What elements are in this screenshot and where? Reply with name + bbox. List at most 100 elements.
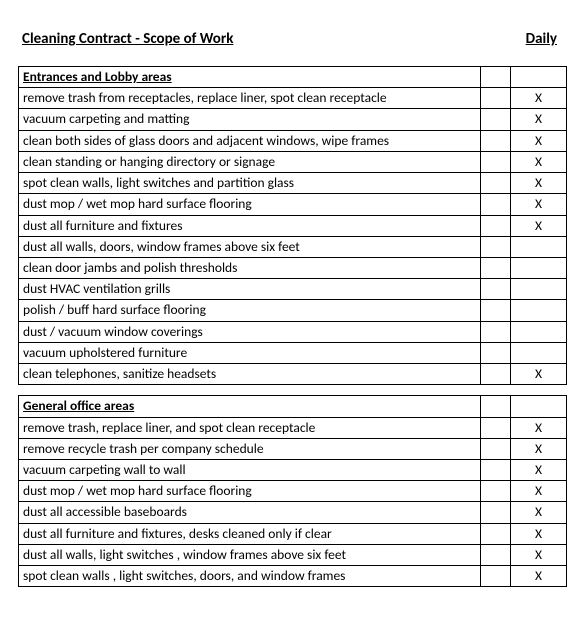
table-row: dust mop / wet mop hard surface flooring… bbox=[19, 481, 567, 502]
task-cell: dust / vacuum window coverings bbox=[19, 321, 481, 342]
spacer-cell bbox=[481, 459, 511, 480]
task-cell: dust mop / wet mop hard surface flooring bbox=[19, 481, 481, 502]
daily-mark-cell: X bbox=[511, 417, 567, 438]
spacer-cell bbox=[481, 364, 511, 385]
tables-container: Entrances and Lobby areasremove trash fr… bbox=[18, 66, 567, 587]
spacer-cell bbox=[481, 257, 511, 278]
daily-mark-cell: X bbox=[511, 151, 567, 172]
task-cell: spot clean walls, light switches and par… bbox=[19, 173, 481, 194]
daily-mark-cell: X bbox=[511, 438, 567, 459]
spacer-cell bbox=[481, 438, 511, 459]
table-row: clean both sides of glass doors and adja… bbox=[19, 130, 567, 151]
daily-mark-cell bbox=[511, 236, 567, 257]
table-row: remove trash from receptacles, replace l… bbox=[19, 88, 567, 109]
spacer-cell bbox=[481, 523, 511, 544]
spacer-cell bbox=[481, 194, 511, 215]
table-row: clean telephones, sanitize headsets X bbox=[19, 364, 567, 385]
task-cell: spot clean walls , light switches, doors… bbox=[19, 566, 481, 587]
task-cell: clean telephones, sanitize headsets bbox=[19, 364, 481, 385]
daily-mark-cell: X bbox=[511, 88, 567, 109]
daily-mark-cell: X bbox=[511, 566, 567, 587]
table-row: dust mop / wet mop hard surface flooring… bbox=[19, 194, 567, 215]
table-row: vacuum carpeting and matting X bbox=[19, 109, 567, 130]
spacer-cell bbox=[481, 88, 511, 109]
daily-mark-cell: X bbox=[511, 364, 567, 385]
task-cell: dust all walls, doors, window frames abo… bbox=[19, 236, 481, 257]
daily-mark-cell bbox=[511, 342, 567, 363]
spacer-cell bbox=[481, 321, 511, 342]
mark-cell bbox=[511, 67, 567, 88]
table-row: remove trash, replace liner, and spot cl… bbox=[19, 417, 567, 438]
spacer-cell bbox=[481, 109, 511, 130]
table-row: dust all walls, doors, window frames abo… bbox=[19, 236, 567, 257]
spacer-cell bbox=[481, 173, 511, 194]
spacer-cell bbox=[481, 151, 511, 172]
mark-cell bbox=[511, 396, 567, 417]
task-cell: dust all furniture and fixtures, desks c… bbox=[19, 523, 481, 544]
daily-mark-cell: X bbox=[511, 109, 567, 130]
spacer-cell bbox=[481, 279, 511, 300]
spacer-cell bbox=[481, 67, 511, 88]
spacer-cell bbox=[481, 396, 511, 417]
table-row: vacuum carpeting wall to wall X bbox=[19, 459, 567, 480]
table-row: dust / vacuum window coverings bbox=[19, 321, 567, 342]
section-name: Entrances and Lobby areas bbox=[19, 67, 481, 88]
spacer-cell bbox=[481, 544, 511, 565]
spacer-cell bbox=[481, 502, 511, 523]
spacer-cell bbox=[481, 342, 511, 363]
task-cell: dust mop / wet mop hard surface flooring bbox=[19, 194, 481, 215]
table-row: spot clean walls, light switches and par… bbox=[19, 173, 567, 194]
table-row: clean standing or hanging directory or s… bbox=[19, 151, 567, 172]
daily-mark-cell: X bbox=[511, 215, 567, 236]
daily-mark-cell: X bbox=[511, 459, 567, 480]
page-title: Cleaning Contract - Scope of Work bbox=[22, 30, 233, 48]
header-row: Cleaning Contract - Scope of Work Daily bbox=[18, 30, 567, 48]
spacer-cell bbox=[481, 566, 511, 587]
section-header-row: Entrances and Lobby areas bbox=[19, 67, 567, 88]
table-row: dust HVAC ventilation grills bbox=[19, 279, 567, 300]
task-cell: vacuum carpeting and matting bbox=[19, 109, 481, 130]
spacer-cell bbox=[481, 481, 511, 502]
spacer-cell bbox=[481, 417, 511, 438]
task-cell: dust all accessible baseboards bbox=[19, 502, 481, 523]
task-cell: dust HVAC ventilation grills bbox=[19, 279, 481, 300]
table-row: spot clean walls , light switches, doors… bbox=[19, 566, 567, 587]
spacer-cell bbox=[481, 130, 511, 151]
table-row: dust all furniture and fixtures, desks c… bbox=[19, 523, 567, 544]
daily-mark-cell: X bbox=[511, 194, 567, 215]
daily-mark-cell bbox=[511, 257, 567, 278]
table-row: dust all walls, light switches , window … bbox=[19, 544, 567, 565]
scope-table: General office areasremove trash, replac… bbox=[18, 395, 567, 587]
section-header-row: General office areas bbox=[19, 396, 567, 417]
spacer-cell bbox=[481, 300, 511, 321]
daily-mark-cell bbox=[511, 279, 567, 300]
section-name: General office areas bbox=[19, 396, 481, 417]
daily-mark-cell bbox=[511, 300, 567, 321]
task-cell: dust all walls, light switches , window … bbox=[19, 544, 481, 565]
spacer-cell bbox=[481, 236, 511, 257]
table-row: dust all furniture and fixtures X bbox=[19, 215, 567, 236]
daily-mark-cell: X bbox=[511, 173, 567, 194]
daily-mark-cell: X bbox=[511, 544, 567, 565]
task-cell: remove recycle trash per company schedul… bbox=[19, 438, 481, 459]
task-cell: vacuum carpeting wall to wall bbox=[19, 459, 481, 480]
task-cell: clean door jambs and polish thresholds bbox=[19, 257, 481, 278]
document-page: Cleaning Contract - Scope of Work Daily … bbox=[0, 0, 585, 627]
task-cell: remove trash from receptacles, replace l… bbox=[19, 88, 481, 109]
daily-mark-cell: X bbox=[511, 523, 567, 544]
daily-mark-cell: X bbox=[511, 481, 567, 502]
daily-mark-cell: X bbox=[511, 502, 567, 523]
task-cell: vacuum upholstered furniture bbox=[19, 342, 481, 363]
task-cell: clean both sides of glass doors and adja… bbox=[19, 130, 481, 151]
spacer-cell bbox=[481, 215, 511, 236]
task-cell: dust all furniture and fixtures bbox=[19, 215, 481, 236]
daily-mark-cell: X bbox=[511, 130, 567, 151]
column-label-daily: Daily bbox=[526, 30, 557, 48]
table-row: dust all accessible baseboards X bbox=[19, 502, 567, 523]
table-row: polish / buff hard surface flooring bbox=[19, 300, 567, 321]
table-row: vacuum upholstered furniture bbox=[19, 342, 567, 363]
table-row: clean door jambs and polish thresholds bbox=[19, 257, 567, 278]
task-cell: clean standing or hanging directory or s… bbox=[19, 151, 481, 172]
task-cell: polish / buff hard surface flooring bbox=[19, 300, 481, 321]
daily-mark-cell bbox=[511, 321, 567, 342]
